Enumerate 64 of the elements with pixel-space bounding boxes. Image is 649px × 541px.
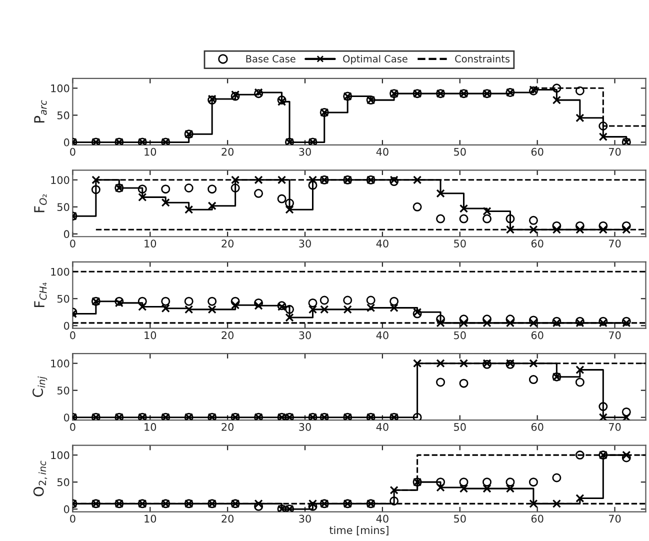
y-tick-label: 0 [64, 230, 70, 238]
x-axis-title: time [mins] [329, 526, 388, 536]
x-tick-label: 60 [531, 423, 544, 431]
y-tick-label: 0 [64, 138, 70, 146]
x-tick-label: 60 [531, 331, 544, 340]
x-tick-label: 0 [70, 240, 76, 248]
legend-label: Constraints [455, 54, 510, 62]
y-tick-label: 0 [64, 414, 70, 422]
x-tick-label: 40 [376, 240, 388, 248]
x-tick-label: 40 [376, 331, 388, 340]
x-tick-label: 70 [609, 148, 621, 156]
y-tick-label: 100 [51, 360, 70, 368]
y-tick-label: 50 [57, 294, 70, 303]
x-tick-label: 60 [531, 514, 544, 523]
x-tick-label: 20 [222, 240, 234, 248]
x-tick-label: 10 [144, 240, 156, 248]
x-tick-label: 70 [609, 240, 621, 248]
x-tick-label: 30 [299, 240, 311, 248]
y-tick-label: 100 [51, 84, 70, 92]
x-tick-label: 0 [70, 514, 76, 523]
y-tick-label: 50 [57, 111, 70, 120]
x-tick-label: 30 [299, 423, 311, 431]
y-axis-title: P$_{arc}$ [34, 100, 47, 122]
y-axis-title: O$_{2,inc}$ [33, 460, 48, 496]
y-tick-label: 100 [51, 176, 70, 184]
y-tick-label: 50 [57, 203, 70, 212]
x-tick-label: 50 [454, 423, 466, 431]
y-axis-title: F$_{O₂}$ [34, 194, 47, 212]
y-tick-label: 100 [51, 451, 70, 460]
x-tick-label: 20 [222, 514, 234, 523]
x-tick-label: 70 [609, 423, 621, 431]
x-tick-label: 30 [299, 514, 311, 523]
x-tick-label: 20 [222, 148, 234, 156]
x-tick-label: 30 [299, 148, 311, 156]
x-tick-label: 70 [609, 331, 621, 340]
y-tick-label: 0 [64, 505, 70, 514]
x-tick-label: 10 [144, 423, 156, 431]
x-tick-label: 70 [609, 514, 621, 523]
y-tick-label: 100 [51, 268, 70, 276]
x-tick-label: 0 [70, 423, 76, 431]
y-axis-title: F$_{CH₄}$ [34, 282, 47, 308]
x-tick-label: 40 [376, 514, 388, 523]
x-tick-label: 30 [299, 331, 311, 340]
x-tick-label: 10 [144, 514, 156, 523]
x-tick-label: 40 [376, 423, 388, 431]
x-tick-label: 60 [531, 240, 544, 248]
y-tick-label: 50 [57, 386, 70, 394]
x-tick-label: 50 [454, 240, 466, 248]
legend-label: Optimal Case [343, 54, 408, 64]
x-tick-label: 50 [454, 514, 466, 523]
x-tick-label: 0 [70, 148, 76, 156]
x-tick-label: 10 [144, 331, 156, 340]
legend-label: Base Case [246, 55, 296, 62]
x-tick-label: 20 [222, 331, 234, 340]
y-tick-label: 0 [64, 322, 70, 330]
x-tick-label: 40 [376, 148, 388, 156]
y-tick-label: 50 [57, 478, 70, 486]
x-tick-label: 50 [454, 331, 466, 340]
x-tick-label: 50 [454, 148, 466, 156]
y-axis-title: C$_{inj}$ [32, 376, 48, 397]
x-tick-label: 60 [531, 148, 544, 156]
x-tick-label: 0 [70, 331, 76, 340]
x-tick-label: 10 [144, 148, 156, 156]
x-tick-label: 20 [222, 423, 234, 431]
